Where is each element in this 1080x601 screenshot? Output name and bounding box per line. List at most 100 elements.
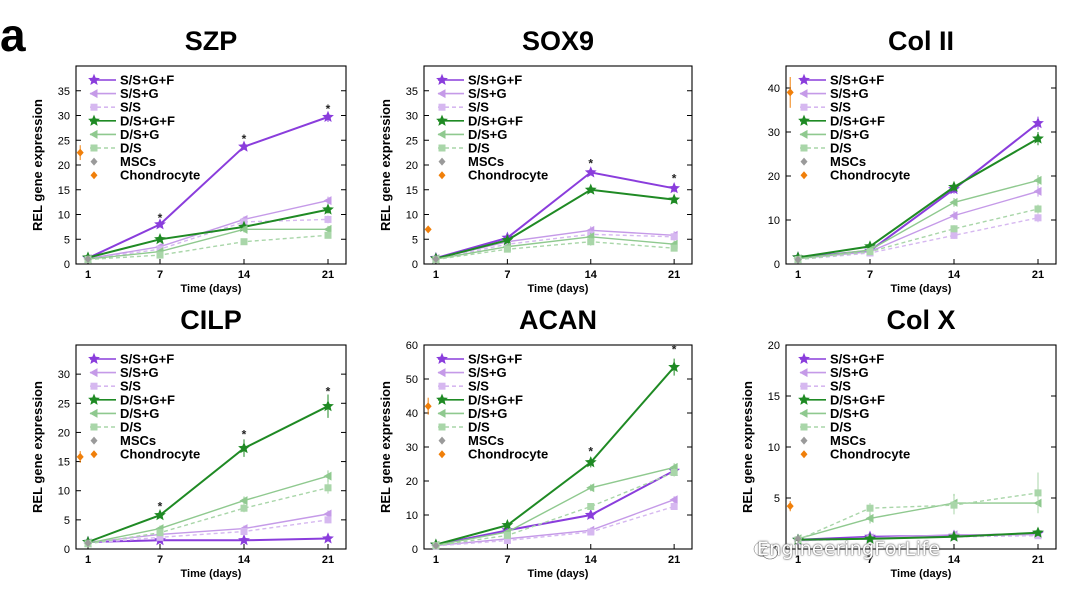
legend-marker (438, 382, 446, 390)
legend-marker (798, 352, 810, 365)
data-point (1033, 175, 1042, 185)
data-point (1032, 117, 1044, 129)
series-chondrocyte (76, 451, 84, 463)
legend-label: D/S (120, 141, 142, 156)
data-point (670, 244, 678, 252)
legend-marker (89, 368, 98, 378)
legend-marker (88, 73, 100, 86)
legend-label: D/S+G (468, 127, 507, 142)
data-point (239, 224, 248, 234)
y-tick-label: 10 (58, 486, 70, 498)
data-point (584, 508, 597, 521)
data-point (670, 503, 678, 510)
series-d-s-g (83, 470, 332, 548)
data-point (240, 528, 248, 536)
legend-marker (88, 114, 100, 126)
data-point (424, 402, 432, 411)
plot-frame (75, 344, 347, 550)
legend-label: D/S+G (468, 406, 507, 421)
data-point (322, 532, 334, 544)
legend-marker (800, 157, 808, 166)
x-tick-label: 21 (1032, 554, 1044, 566)
legend-label: S/S+G+F (830, 352, 884, 367)
y-tick-label: 5 (412, 234, 418, 246)
legend-label: Chondrocyte (120, 447, 200, 462)
series-line (87, 234, 329, 261)
y-tick-label: 15 (768, 391, 780, 403)
data-point (154, 233, 166, 245)
series-line (87, 519, 329, 544)
data-point (950, 501, 958, 509)
data-point (587, 238, 595, 246)
data-point (670, 469, 678, 476)
chart-title: Col X (886, 305, 955, 335)
x-tick-label: 14 (948, 269, 961, 281)
series-line (435, 471, 675, 547)
legend-marker (800, 144, 808, 152)
series-line (797, 137, 1039, 259)
x-tick-label: 21 (1032, 269, 1044, 281)
y-tick-label: 25 (406, 135, 418, 147)
data-point (1032, 132, 1044, 144)
data-point (324, 215, 332, 223)
series-line (435, 505, 675, 547)
legend-marker (800, 171, 808, 180)
y-tick-label: 30 (768, 127, 780, 139)
series-line (435, 240, 675, 261)
significance-mark: * (326, 102, 331, 116)
data-point (1034, 214, 1042, 222)
legend-label: S/S+G+F (830, 73, 884, 88)
data-point (323, 196, 332, 206)
plot-frame (75, 65, 347, 265)
x-tick-label: 1 (433, 269, 439, 281)
chart-title: SOX9 (522, 26, 594, 56)
data-point (1033, 186, 1042, 196)
data-point (948, 530, 960, 542)
y-tick-label: 20 (58, 160, 70, 172)
significance-mark: * (242, 132, 247, 146)
x-axis-label: Time (days) (528, 568, 589, 580)
series-s-s-g-f (82, 110, 334, 264)
legend-label: MSCs (120, 154, 156, 169)
legend-label: D/S+G+F (468, 392, 523, 407)
data-point (432, 255, 440, 264)
x-axis-label: Time (days) (181, 283, 242, 295)
data-point (866, 248, 874, 256)
data-point (240, 238, 248, 246)
data-point (794, 255, 802, 264)
y-tick-label: 50 (406, 374, 418, 386)
legend-marker (437, 89, 446, 99)
legend-label: S/S+G (830, 86, 869, 101)
legend: S/S+G+FS/S+GS/SD/S+G+FD/S+GD/SMSCsChondr… (798, 73, 910, 183)
series-d-s (84, 481, 332, 548)
legend-label: S/S+G (468, 86, 507, 101)
significance-mark: * (588, 157, 593, 171)
x-tick-label: 7 (157, 554, 163, 566)
legend-marker (438, 103, 446, 111)
data-point (154, 218, 166, 230)
data-point (668, 360, 681, 373)
series-line (797, 531, 1039, 541)
series-mscs (84, 255, 92, 264)
series-d-s-g-f (82, 394, 334, 548)
data-point (501, 234, 514, 246)
data-point (156, 533, 164, 541)
data-point (865, 513, 874, 523)
y-tick-label: 30 (58, 369, 70, 381)
data-point (84, 539, 92, 548)
legend-marker (436, 114, 448, 126)
x-tick-label: 1 (795, 269, 801, 281)
legend-marker (436, 393, 448, 405)
chart-4: ACAN 0 10 20 30 40 50 60 1 7 14 21 Time (days) REL ge… (378, 305, 693, 580)
legend-label: S/S (830, 100, 851, 115)
data-point (786, 502, 794, 511)
legend-marker (89, 89, 98, 99)
x-tick-label: 7 (504, 554, 510, 566)
legend-label: S/S (468, 379, 489, 394)
x-axis-label: Time (days) (891, 283, 952, 295)
legend-label: Chondrocyte (830, 447, 910, 462)
legend-label: D/S (468, 420, 490, 435)
legend-marker (438, 171, 446, 180)
legend-marker (798, 73, 810, 86)
